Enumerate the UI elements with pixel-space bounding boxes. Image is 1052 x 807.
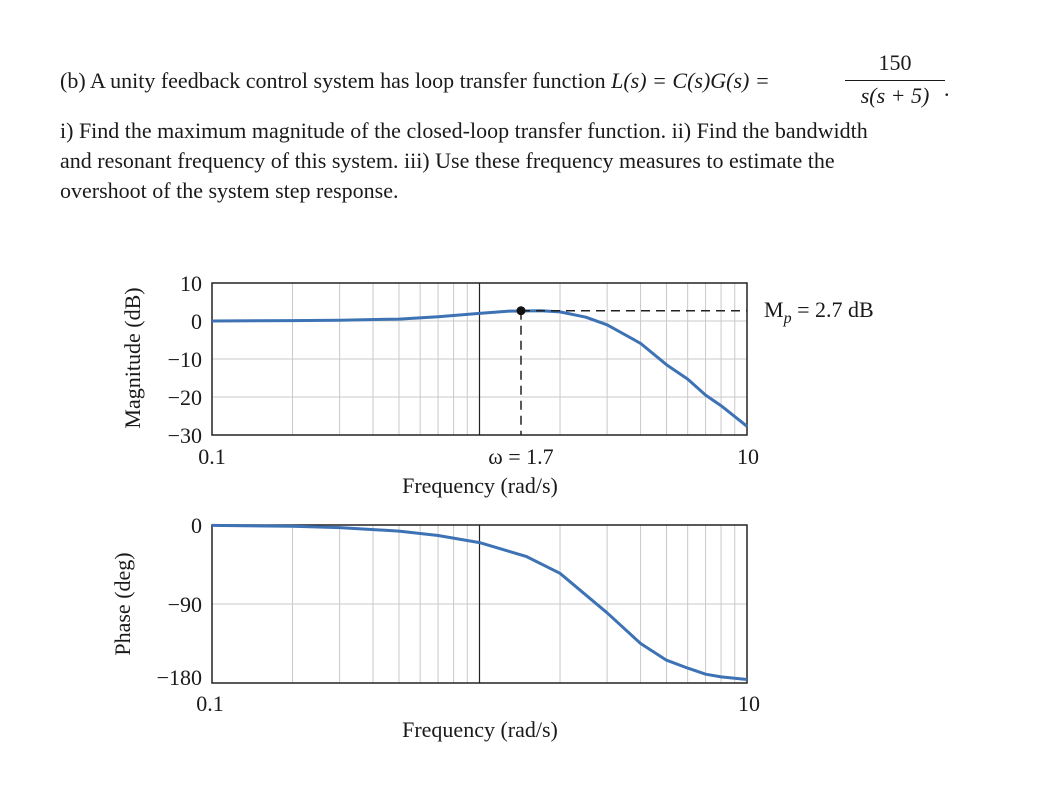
phase-plot-frame — [211, 524, 748, 684]
peak-marker — [516, 306, 526, 316]
magnitude-y-tick-label: −30 — [168, 423, 202, 448]
magnitude-y-tick-label: 0 — [191, 309, 202, 334]
phase-y-tick-label: −180 — [157, 665, 202, 690]
problem-intro-text: (b) A unity feedback control system has … — [60, 68, 612, 93]
phase-y-tick-label: 0 — [191, 513, 202, 538]
sentence-period: . — [944, 76, 950, 101]
phase-x-axis-label: Frequency (rad/s) — [402, 717, 558, 742]
problem-line-2: i) Find the maximum magnitude of the clo… — [60, 118, 868, 143]
phase-x-tick-label: 0.1 — [196, 691, 224, 716]
problem-line-1: (b) A unity feedback control system has … — [60, 66, 770, 96]
fraction-denominator: s(s + 5) — [860, 83, 930, 108]
magnitude-x-tick-label: 10 — [737, 444, 759, 469]
magnitude-y-axis-label: Magnitude (dB) — [120, 287, 145, 428]
transfer-function-lhs: L(s) = C(s)G(s) = — [611, 68, 770, 93]
phase-curve — [211, 523, 748, 681]
fraction-bar — [845, 80, 945, 81]
magnitude-curve — [211, 309, 748, 428]
magnitude-plot-frame — [211, 282, 748, 436]
transfer-function-fraction: 150 s(s + 5) — [845, 50, 945, 109]
problem-line-4: overshoot of the system step response. — [60, 178, 399, 203]
peak-magnitude-label: Mp = 2.7 dB — [764, 297, 874, 327]
magnitude-x-axis-label: Frequency (rad/s) — [402, 473, 558, 498]
problem-line-3: and resonant frequency of this system. i… — [60, 148, 835, 173]
phase-y-tick-label: −90 — [168, 592, 202, 617]
resonant-frequency-label: ω = 1.7 — [488, 444, 553, 469]
phase-y-axis-label: Phase (deg) — [110, 552, 135, 655]
fraction-numerator: 150 — [878, 50, 912, 75]
magnitude-y-tick-label: 10 — [180, 271, 202, 296]
magnitude-y-tick-label: −10 — [168, 347, 202, 372]
phase-x-tick-label: 10 — [738, 691, 760, 716]
magnitude-x-tick-label: 0.1 — [198, 444, 226, 469]
magnitude-y-tick-label: −20 — [168, 385, 202, 410]
